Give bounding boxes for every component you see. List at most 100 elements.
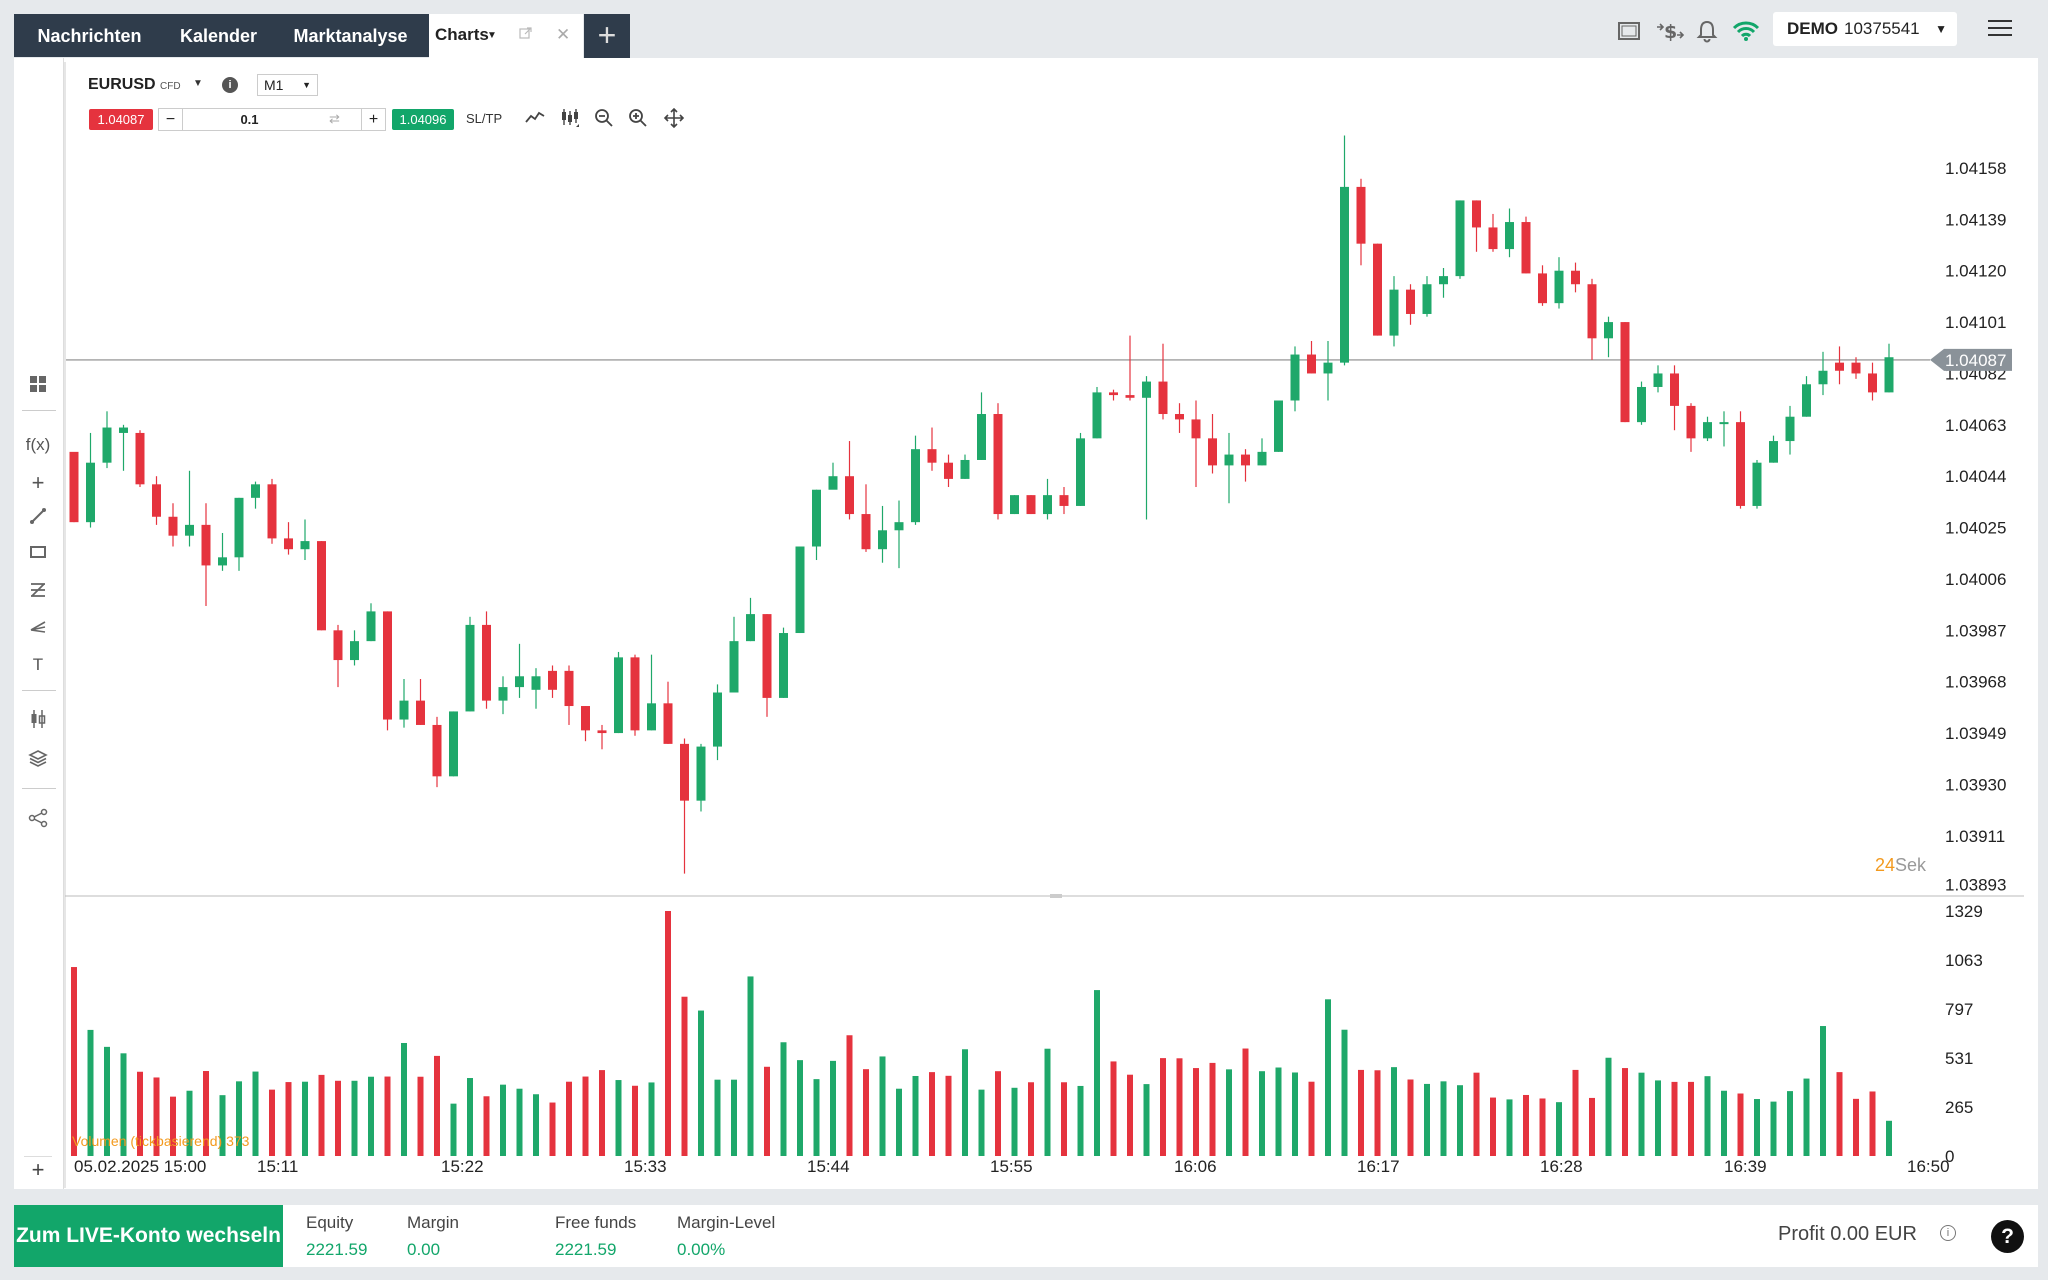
volume-bar: [236, 1081, 242, 1156]
candle-body: [977, 414, 986, 460]
chart-panel: f(x) + T +: [14, 58, 2038, 1189]
volume-bar: [1638, 1072, 1645, 1156]
tab-charts[interactable]: Charts ▼ ✕: [429, 14, 583, 58]
candle-body: [317, 541, 326, 631]
crosshair-plus-icon[interactable]: +: [31, 470, 45, 495]
candle-body: [993, 414, 1003, 515]
candle-body: [1290, 354, 1300, 401]
info-icon[interactable]: i: [222, 77, 238, 93]
quantity-input[interactable]: 0.1: [240, 112, 259, 127]
symbol-name[interactable]: EURUSD: [88, 76, 156, 93]
candle-body: [1439, 276, 1448, 285]
layers-icon[interactable]: [24, 748, 52, 774]
volume-bar: [1308, 1081, 1315, 1156]
candle-body: [944, 462, 953, 479]
time-tick-label: 15:44: [807, 1157, 850, 1176]
volume-bar: [1143, 1084, 1150, 1156]
price-tick-label: 1.04063: [1945, 416, 2006, 435]
candle-body: [663, 703, 673, 744]
volume-bar: [929, 1072, 935, 1156]
volume-bar: [219, 1095, 226, 1156]
hamburger-menu-icon[interactable]: [1988, 20, 2012, 38]
candle-body: [1175, 414, 1184, 420]
chart-type-icon[interactable]: [24, 708, 52, 734]
add-indicator-button[interactable]: +: [24, 1156, 52, 1184]
swap-icon[interactable]: ⇄: [329, 111, 340, 126]
sltp-button[interactable]: SL/TP: [466, 111, 503, 126]
volume-bar: [1671, 1081, 1678, 1156]
volume-bar: [1572, 1069, 1579, 1156]
candle-body: [1142, 381, 1151, 398]
volume-bar: [731, 1079, 737, 1156]
zoom-in-icon[interactable]: [627, 107, 649, 129]
volume-bar: [879, 1056, 886, 1156]
popout-icon[interactable]: [519, 26, 535, 42]
buy-button[interactable]: 1.04096: [392, 109, 454, 130]
time-tick-label: 16:28: [1540, 1157, 1583, 1176]
candle-body: [1422, 284, 1432, 314]
candle-body: [1323, 362, 1333, 374]
candle-body: [1868, 373, 1877, 393]
candlestick-chart[interactable]: 1.041581.041391.041201.041011.040821.040…: [0, 0, 2048, 1200]
decrease-quantity-button[interactable]: −: [159, 109, 183, 130]
candle-body: [449, 711, 458, 777]
switch-live-account-button[interactable]: Zum LIVE-Konto wechseln: [14, 1205, 283, 1267]
tab-kalender[interactable]: Kalender: [165, 14, 272, 57]
price-tick-label: 1.03949: [1945, 724, 2006, 743]
volume-bar: [1077, 1085, 1084, 1156]
quantity-stepper[interactable]: − 0.1 ⇄ +: [158, 108, 386, 131]
pan-move-icon[interactable]: [663, 107, 685, 129]
chevron-down-icon[interactable]: ▼: [193, 78, 203, 89]
volume-bar: [747, 976, 754, 1156]
share-icon[interactable]: [24, 808, 52, 834]
account-status-bar: Zum LIVE-Konto wechseln Equity 2221.59 M…: [14, 1205, 2038, 1267]
help-button[interactable]: ?: [1991, 1220, 2024, 1253]
candle-body: [1620, 322, 1630, 423]
pitchfork-icon[interactable]: [24, 616, 52, 642]
candle-body: [300, 541, 310, 550]
candle-body: [1224, 454, 1234, 466]
increase-quantity-button[interactable]: +: [361, 109, 385, 130]
zoom-out-icon[interactable]: [593, 107, 615, 129]
timeframe-select[interactable]: M1 ▼: [257, 74, 318, 96]
candle-body: [581, 706, 590, 731]
volume-bar: [1110, 1061, 1117, 1156]
volume-bar: [1209, 1062, 1216, 1156]
text-tool-icon[interactable]: T: [32, 655, 44, 674]
volume-bar: [1391, 1067, 1397, 1156]
countdown-unit: Sek: [1895, 855, 1927, 875]
chevron-down-icon[interactable]: ▼: [487, 30, 497, 41]
candle-body: [168, 516, 178, 536]
candle-body: [267, 484, 277, 539]
candle-body: [795, 546, 805, 634]
candle-body: [1406, 289, 1415, 314]
candle-body: [1604, 322, 1613, 339]
candle-body: [927, 449, 937, 463]
candle-body: [383, 611, 392, 720]
sell-button[interactable]: 1.04087: [89, 109, 153, 130]
candle-body: [1125, 395, 1135, 398]
trendline-icon[interactable]: [24, 506, 52, 532]
tab-nachrichten[interactable]: Nachrichten: [14, 14, 165, 57]
bell-icon[interactable]: [1694, 18, 1722, 46]
volume-bar: [1589, 1097, 1595, 1156]
window-icon[interactable]: [1616, 18, 1644, 46]
tab-marktanalyse[interactable]: Marktanalyse: [272, 14, 429, 57]
volume-bar: [797, 1060, 803, 1156]
candles-icon[interactable]: [559, 107, 581, 129]
dollar-transfer-icon[interactable]: $: [1655, 18, 1685, 46]
volume-bar: [318, 1074, 325, 1156]
volume-bar: [830, 1060, 836, 1156]
account-selector[interactable]: DEMO 10375541 ▼: [1773, 12, 1957, 46]
layout-grid-icon[interactable]: [24, 374, 52, 400]
function-icon[interactable]: f(x): [25, 435, 51, 454]
rectangle-icon[interactable]: [24, 542, 52, 568]
info-icon[interactable]: i: [1940, 1225, 1956, 1241]
equity-label: Equity: [306, 1213, 354, 1232]
add-tab-button[interactable]: +: [584, 14, 630, 58]
candle-body: [729, 641, 739, 693]
line-chart-icon[interactable]: [524, 107, 546, 129]
close-icon[interactable]: ✕: [556, 25, 571, 44]
fibonacci-icon[interactable]: [24, 580, 52, 606]
pane-resize-handle: [1050, 894, 1062, 898]
